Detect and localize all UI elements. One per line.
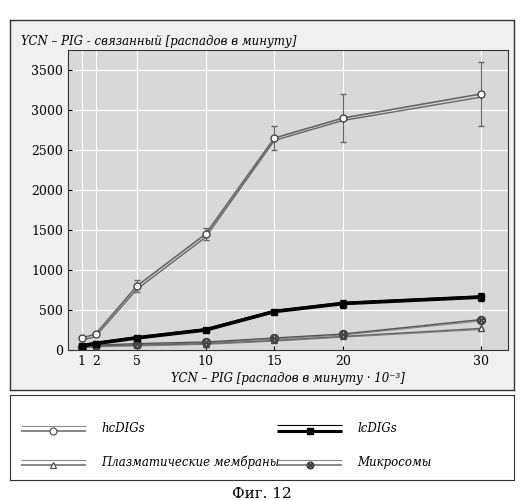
Text: YCN – PIG - связанный [распадов в минуту]: YCN – PIG - связанный [распадов в минуту… bbox=[20, 35, 296, 48]
Text: hcDIGs: hcDIGs bbox=[101, 422, 145, 434]
X-axis label: YCN – PIG [распадов в минуту · 10⁻³]: YCN – PIG [распадов в минуту · 10⁻³] bbox=[171, 372, 405, 385]
Text: lcDIGs: lcDIGs bbox=[357, 422, 397, 434]
Text: Фиг. 12: Фиг. 12 bbox=[232, 486, 292, 500]
Text: Плазматические мембраны: Плазматические мембраны bbox=[101, 456, 279, 469]
Text: Микросомы: Микросомы bbox=[357, 456, 432, 468]
